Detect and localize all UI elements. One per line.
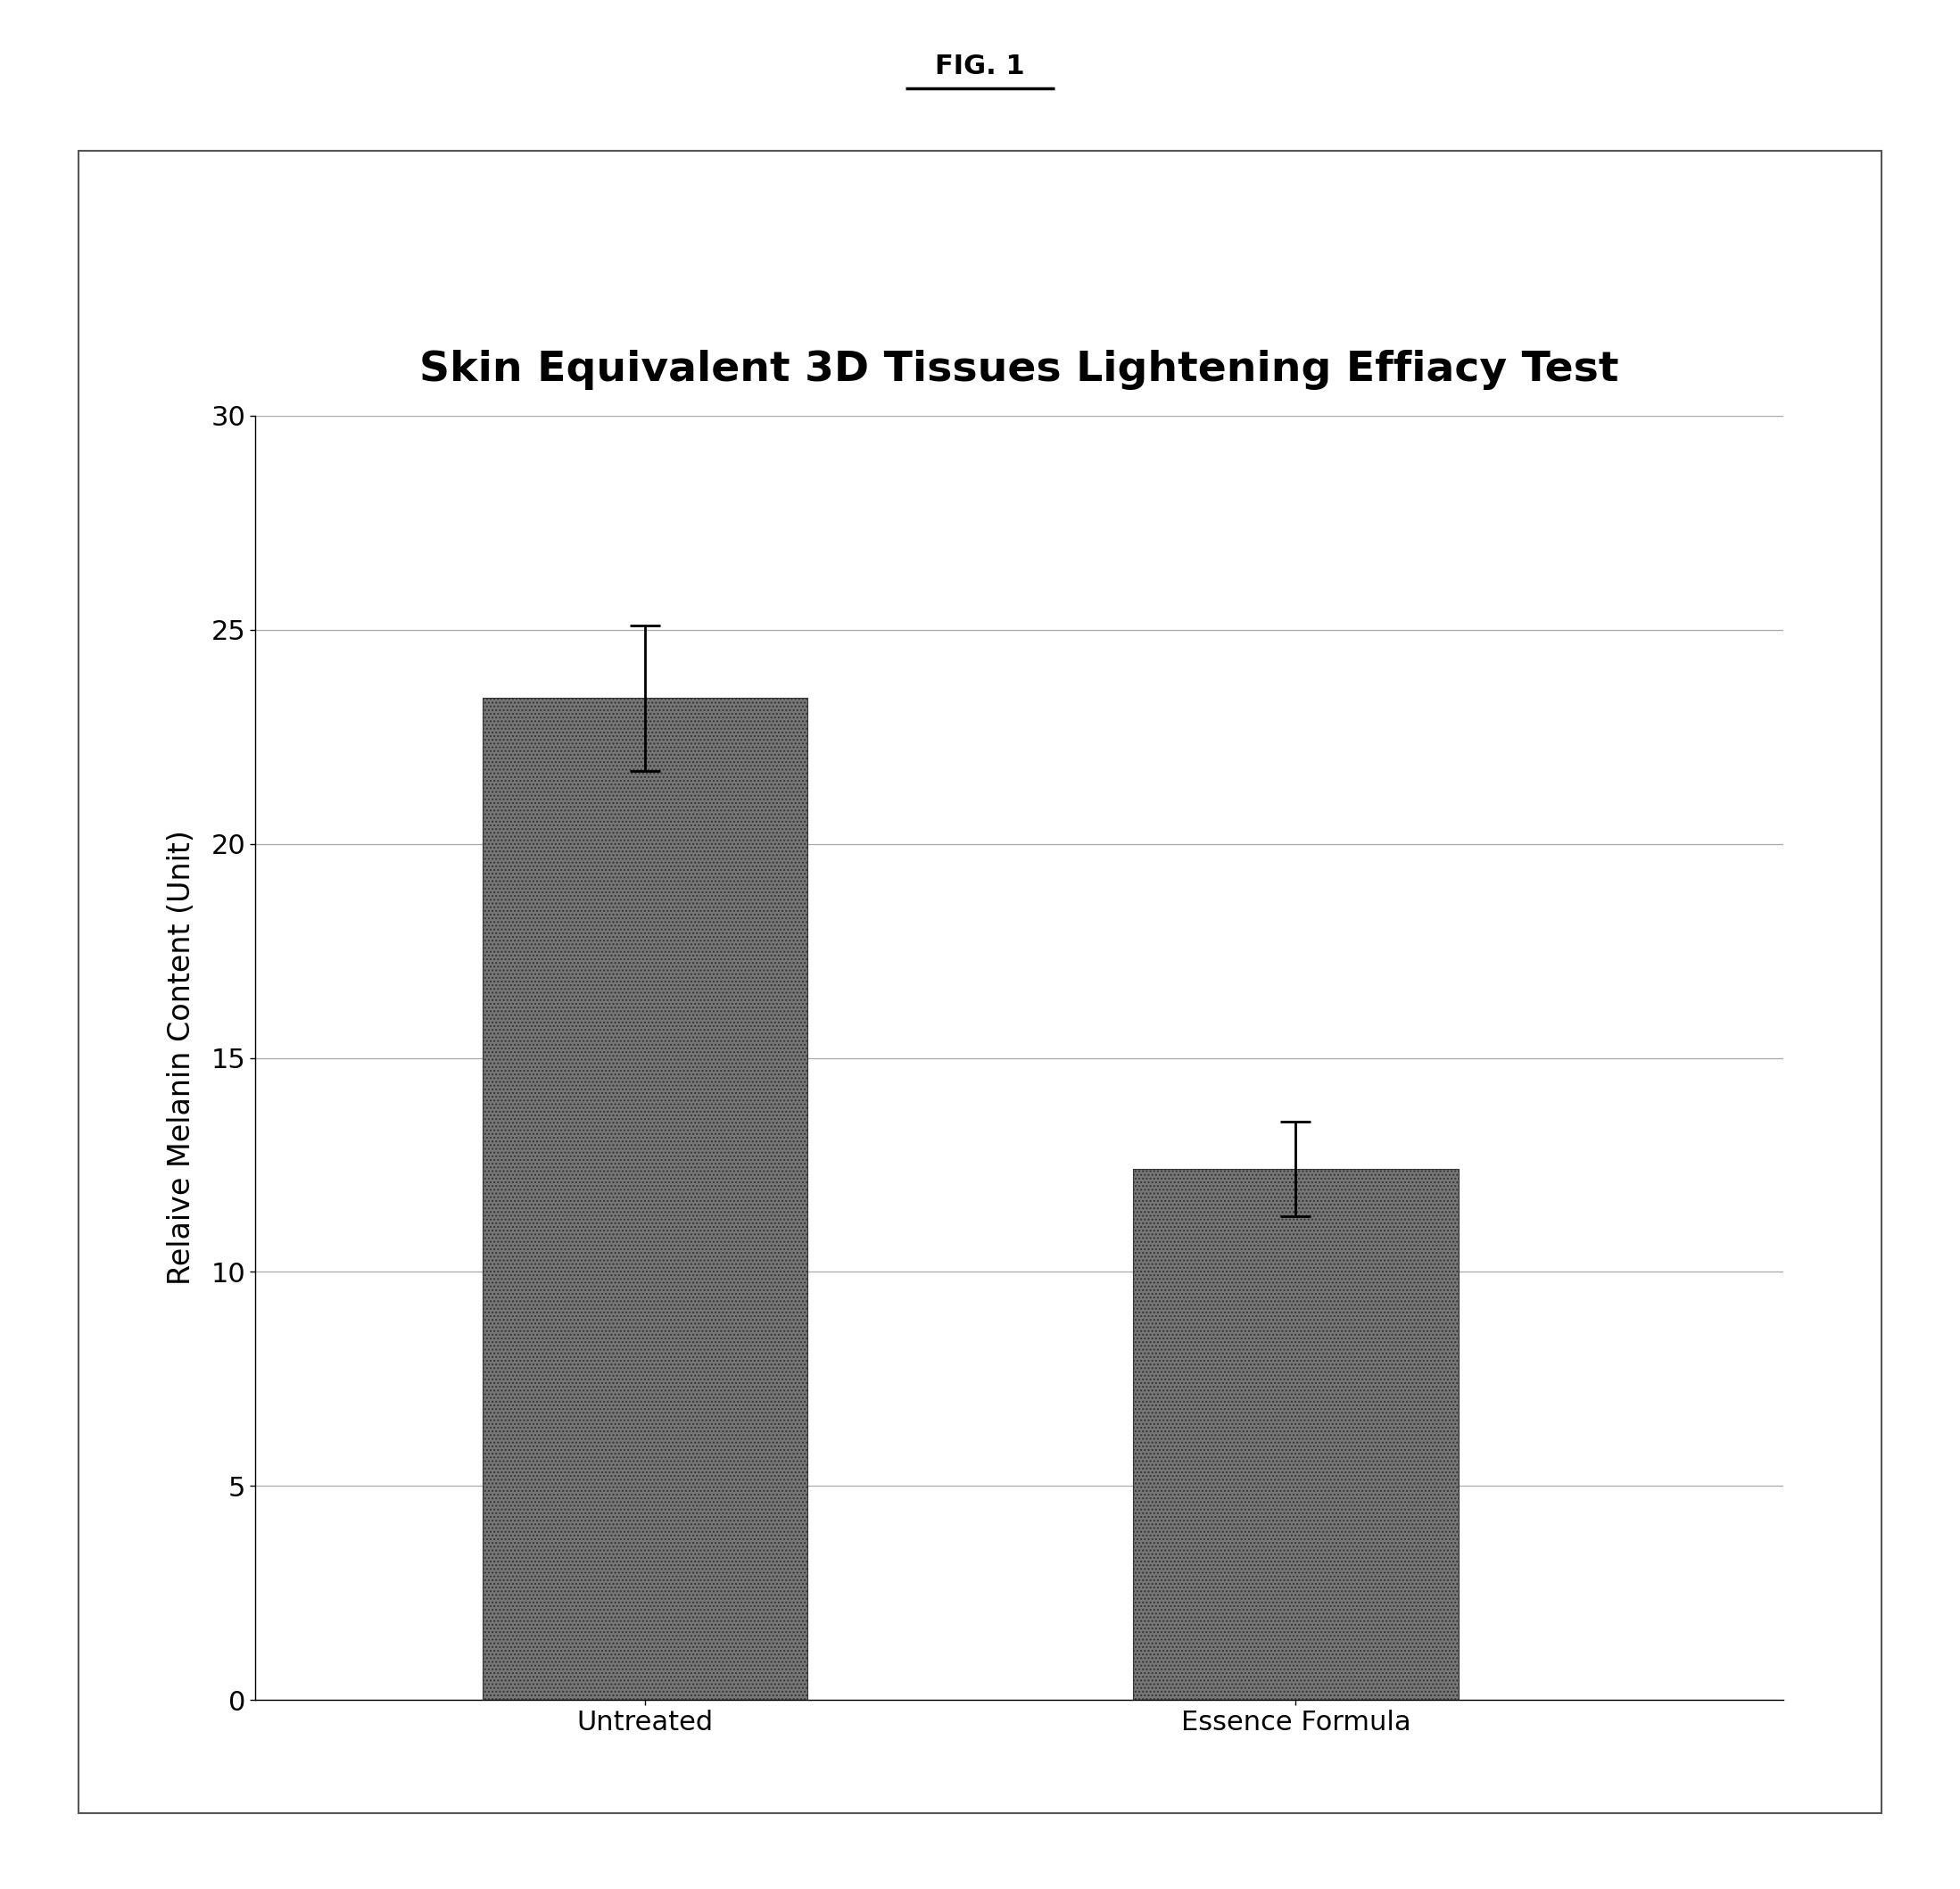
Y-axis label: Relaive Melanin Content (Unit): Relaive Melanin Content (Unit) [167,831,196,1285]
Title: Skin Equivalent 3D Tissues Lightening Effiacy Test: Skin Equivalent 3D Tissues Lightening Ef… [419,349,1619,389]
Text: FIG. 1: FIG. 1 [935,53,1025,79]
Bar [1133,1169,1458,1700]
Bar [482,699,808,1700]
